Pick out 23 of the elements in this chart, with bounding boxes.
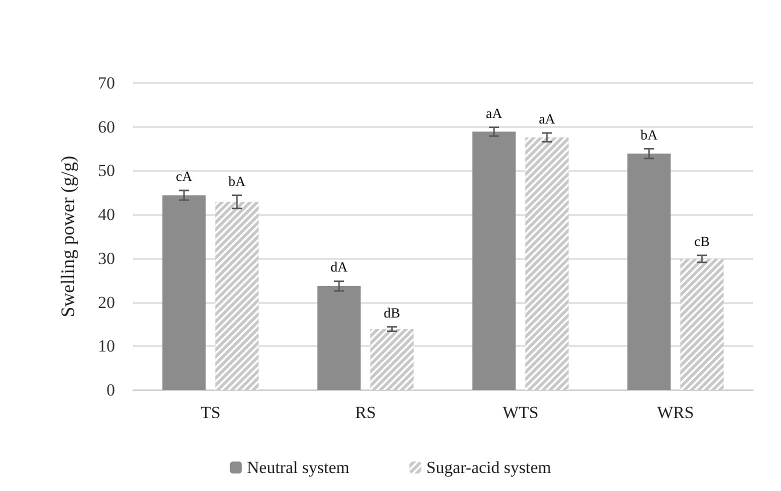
legend-label: Sugar-acid system <box>426 458 552 477</box>
data-label: cB <box>694 234 710 250</box>
y-axis-title: Swelling power (g/g) <box>58 156 79 318</box>
y-tick-label: 30 <box>98 248 115 268</box>
data-label: dB <box>384 306 400 322</box>
y-tick-label: 20 <box>98 292 115 312</box>
data-label: cA <box>176 170 194 185</box>
x-tick-label: WRS <box>657 403 694 422</box>
y-tick-label: 50 <box>98 161 115 180</box>
x-tick-label: WTS <box>502 403 538 422</box>
data-label: bA <box>640 128 658 144</box>
data-label: aA <box>538 112 556 128</box>
x-tick-label: RS <box>355 403 376 422</box>
y-tick-label: 40 <box>98 205 115 224</box>
y-tick-label: 60 <box>98 117 115 136</box>
y-tick-label: 0 <box>106 380 115 400</box>
data-label: aA <box>486 106 504 122</box>
data-label: bA <box>228 174 246 190</box>
y-tick-label: 70 <box>98 74 115 92</box>
x-tick-label: TS <box>200 403 220 422</box>
y-tick-label: 10 <box>98 336 115 356</box>
data-label: dA <box>330 260 348 276</box>
legend-label: Neutral system <box>246 458 350 477</box>
